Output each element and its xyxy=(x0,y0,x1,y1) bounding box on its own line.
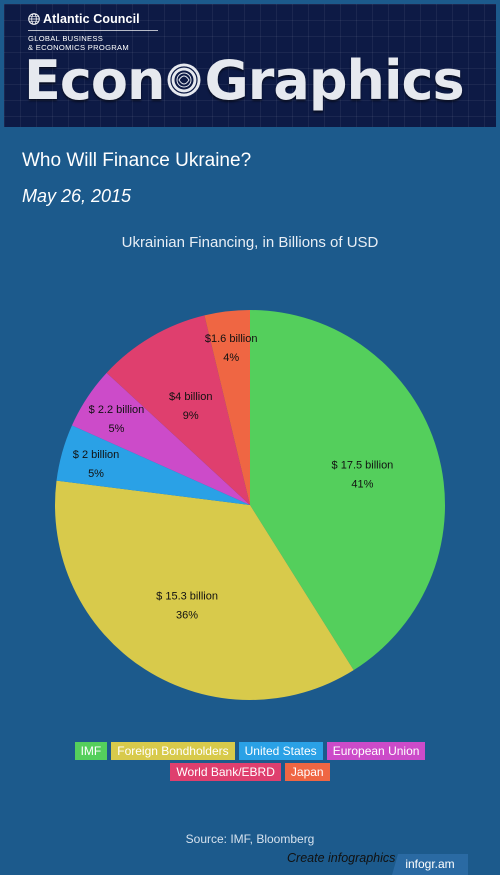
pie-slice-imf[interactable] xyxy=(250,310,446,671)
source-note: Source: IMF, Bloomberg xyxy=(185,832,315,846)
econographics-wordmark: Econ Graphics xyxy=(24,51,494,111)
slice-percent-label: 5% xyxy=(109,423,125,435)
infogram-link[interactable]: infogr.am xyxy=(392,854,468,875)
legend-item-united-states[interactable]: United States xyxy=(238,742,323,760)
wordmark-part-2: Graphics xyxy=(204,49,464,112)
divider xyxy=(28,30,158,31)
header-banner: Atlantic Council GLOBAL BUSINESS & ECONO… xyxy=(4,4,496,127)
slice-value-label: $ 15.3 billion xyxy=(156,591,218,603)
pie-slice-world-bank-ebrd[interactable] xyxy=(106,315,250,505)
legend-item-european-union[interactable]: European Union xyxy=(326,742,426,760)
org-name: Atlantic Council xyxy=(43,12,140,26)
org-logo: Atlantic Council xyxy=(28,12,140,26)
legend-item-foreign-bondholders[interactable]: Foreign Bondholders xyxy=(111,742,235,760)
pie-chart: $ 17.5 billion 41% $ 15.3 billion 36% $ 2 bi… xyxy=(55,310,446,701)
slice-percent-label: 36% xyxy=(176,610,198,622)
slice-value-label: $1.6 billion xyxy=(205,333,258,345)
program-line-1: GLOBAL BUSINESS xyxy=(28,34,104,43)
page-date: May 26, 2015 xyxy=(22,186,132,206)
legend-item-japan[interactable]: Japan xyxy=(284,763,330,781)
chart-legend: IMF Foreign Bondholders United States Europ… xyxy=(55,742,445,781)
chart-title: Ukrainian Financing, in Billions of USD xyxy=(121,234,379,251)
legend-item-imf[interactable]: IMF xyxy=(74,742,108,760)
seal-icon xyxy=(167,63,201,97)
slice-value-label: $ 17.5 billion xyxy=(332,460,394,472)
page-title: Who Will Finance Ukraine? xyxy=(22,150,252,171)
create-infographics-link[interactable]: Create infographics xyxy=(287,851,396,865)
slice-percent-label: 9% xyxy=(183,410,199,422)
pie-slice-foreign-bondholders[interactable] xyxy=(55,480,354,701)
legend-item-world-bank-ebrd[interactable]: World Bank/EBRD xyxy=(170,763,281,781)
slice-percent-label: 41% xyxy=(351,479,373,491)
slice-percent-label: 4% xyxy=(223,352,239,364)
slice-value-label: $ 2 billion xyxy=(73,449,119,461)
wordmark-part-1: Econ xyxy=(24,49,165,112)
globe-icon xyxy=(28,13,40,25)
program-line-2: & ECONOMICS PROGRAM xyxy=(28,43,130,52)
slice-percent-label: 5% xyxy=(88,468,104,480)
slice-value-label: $4 billion xyxy=(169,391,212,403)
pie-slice-japan[interactable] xyxy=(204,310,250,505)
pie-slice-european-union[interactable] xyxy=(71,372,250,505)
pie-slice-united-states[interactable] xyxy=(56,425,251,505)
program-name: GLOBAL BUSINESS & ECONOMICS PROGRAM xyxy=(28,34,129,52)
slice-value-label: $ 2.2 billion xyxy=(89,404,145,416)
